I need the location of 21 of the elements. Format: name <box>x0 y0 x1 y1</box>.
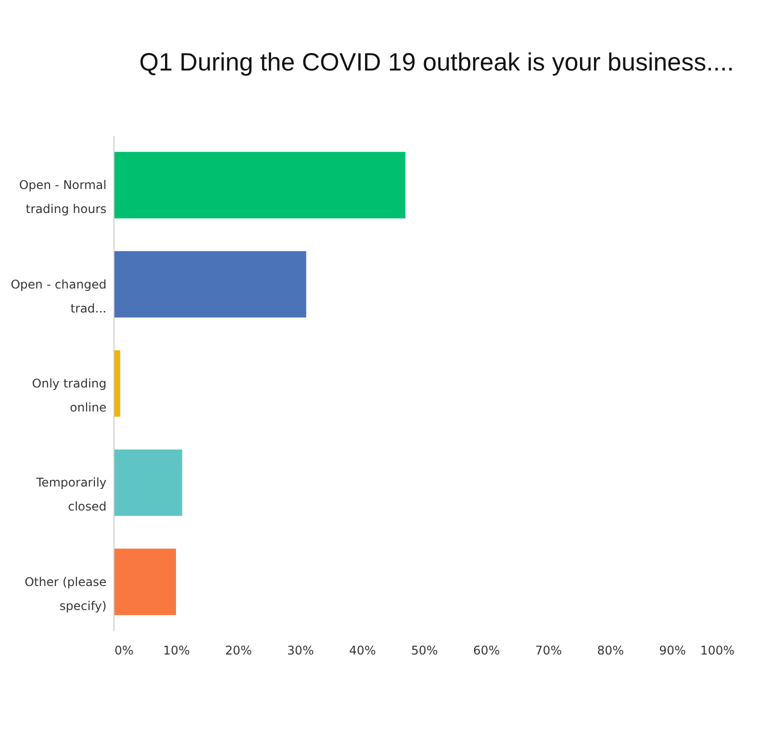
y-tick-label: Only trading online <box>32 376 106 414</box>
bar <box>114 251 306 318</box>
x-tick-label: 70% <box>535 644 562 658</box>
y-tick-label: Other (please specify) <box>24 574 106 613</box>
y-tick-label: Temporarily closed <box>35 476 106 514</box>
x-tick-label: 90% <box>659 644 686 658</box>
x-tick-label: 80% <box>597 644 624 658</box>
bar <box>114 449 182 516</box>
chart-title: Q1 During the COVID 19 outbreak is your business.... <box>139 48 734 76</box>
bar <box>114 548 176 616</box>
x-tick-label: 20% <box>225 644 252 658</box>
x-tick-label: 50% <box>411 644 438 658</box>
x-tick-label: 60% <box>473 644 500 658</box>
y-tick-label: Open - changed trad... <box>10 277 106 316</box>
x-tick-label: 100% <box>700 644 734 658</box>
x-tick-label: 40% <box>349 644 376 658</box>
x-tick-label: 30% <box>287 644 314 658</box>
x-tick-label: 0% <box>114 644 134 658</box>
bar <box>114 152 406 218</box>
y-tick-label: Open - Normal trading hours <box>19 178 106 216</box>
x-tick-label: 10% <box>163 644 190 658</box>
